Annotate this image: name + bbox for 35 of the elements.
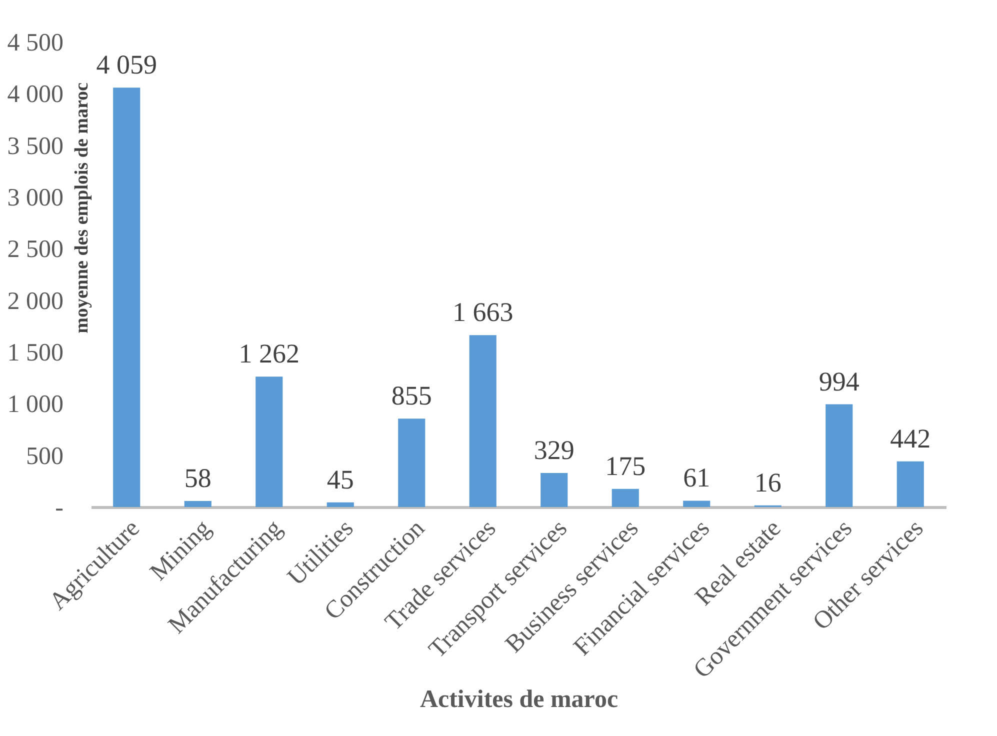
y-axis-title: moyenne des emplois de maroc (72, 82, 92, 334)
y-tick-label: 500 (26, 442, 64, 470)
data-label: 4 059 (96, 50, 157, 80)
data-label: 1 663 (452, 297, 514, 328)
y-tick-label: 1 500 (7, 340, 64, 366)
bar (896, 461, 924, 507)
bar (256, 376, 283, 507)
data-label: 329 (534, 435, 574, 466)
data-label: 45 (326, 464, 354, 494)
bar (469, 335, 496, 507)
y-tick-label: 2 500 (7, 236, 64, 264)
y-tick-label: 3 000 (7, 184, 64, 212)
bar (184, 501, 212, 507)
y-tick-label: 4 500 (7, 30, 64, 56)
bar (612, 488, 639, 507)
bar (326, 502, 354, 507)
data-label: 994 (818, 366, 860, 396)
data-label: 16 (754, 467, 782, 498)
bar (398, 418, 426, 507)
y-tick-label: 1 000 (7, 391, 64, 418)
x-axis-title: Activites de maroc (420, 686, 618, 713)
bar (683, 500, 710, 507)
data-label: 1 262 (238, 338, 300, 369)
data-label: 61 (683, 462, 710, 493)
bar (113, 88, 140, 507)
y-tick-label: 4 000 (7, 81, 64, 108)
y-tick-label: - (55, 494, 64, 522)
y-tick-label: 3 500 (7, 132, 64, 160)
data-label: 442 (890, 423, 931, 454)
data-label: 175 (605, 450, 646, 481)
y-tick-label: 2 000 (7, 288, 64, 315)
bar (540, 473, 568, 507)
bar (826, 404, 853, 507)
data-label: 58 (184, 463, 212, 494)
data-label: 855 (391, 380, 432, 411)
